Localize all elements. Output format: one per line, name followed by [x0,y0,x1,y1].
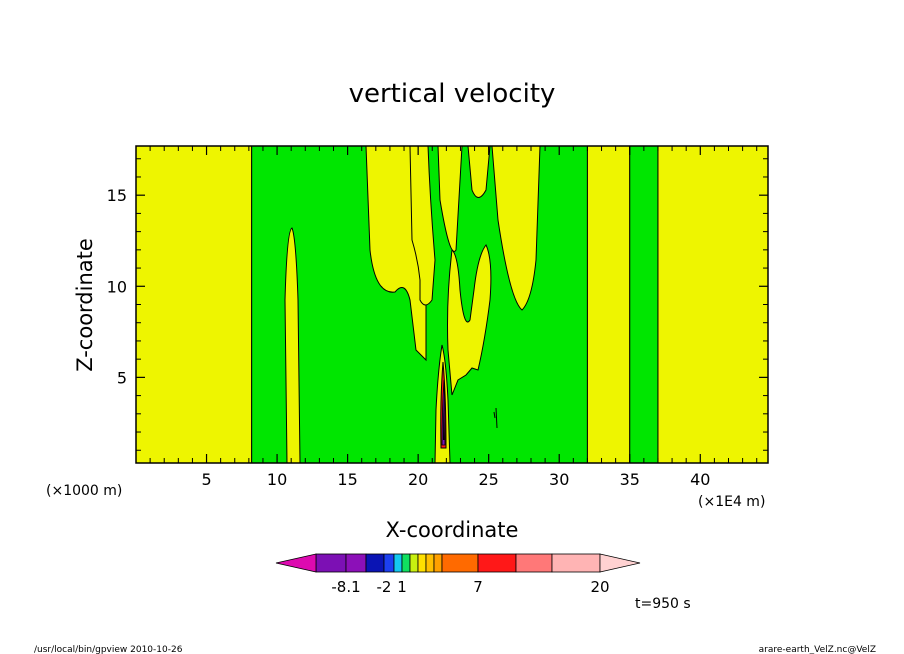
colorbar-swatch [433,553,443,573]
y-tick-label: 10 [107,277,127,296]
contour-feature [491,145,541,311]
colorbar-swatch [315,553,347,573]
contour-feature [467,145,491,198]
contour-feature [284,227,301,464]
x-axis-label: X-coordinate [386,518,519,542]
x-tick-label: 30 [549,470,569,489]
colorbar-swatch [401,553,411,573]
colorbar-swatch [365,553,385,573]
y-tick-label: 15 [107,186,127,205]
colorbar-swatch [383,553,395,573]
x-multiplier-label: (×1E4 m) [698,494,765,510]
colorbar-swatch [345,553,367,573]
colorbar: -8.1 -2 1 7 20 [275,553,641,596]
core-contour [493,407,498,429]
colorbar-tick-label: 7 [473,578,483,596]
contour-band [135,145,253,464]
colorbar-tick-label: -8.1 [331,578,360,596]
colorbar-swatch [441,553,479,573]
y-axis-label: Z-coordinate [73,238,97,372]
y-tick-label: 5 [117,368,127,387]
core-contour [443,395,445,440]
chart-title: vertical velocity [349,79,556,109]
contour-feature [447,244,492,396]
contour-feature [409,145,436,306]
y-multiplier-label: (×1000 m) [46,483,122,499]
x-tick-label: 5 [201,470,211,489]
contour-band [629,145,659,464]
footer-right: arare-earth_VelZ.nc@VelZ [759,645,876,654]
updraft-core [440,361,498,449]
colorbar-swatch [425,553,435,573]
colorbar-swatch [515,553,553,573]
colorbar-swatch [477,553,517,573]
colorbar-tick-label: 20 [590,578,609,596]
colorbar-tick-label: 1 [397,578,407,596]
colorbar-swatch [409,553,419,573]
contour-feature [437,145,463,252]
plot-area: 5 10 15 20 25 30 35 40 5 10 15 [107,145,769,489]
colorbar-swatch [417,553,427,573]
colorbar-swatch [393,553,403,573]
x-tick-label: 35 [620,470,640,489]
footer-left: /usr/local/bin/gpview 2010-10-26 [34,645,183,654]
colorbar-tick-label: -2 [377,578,392,596]
time-label: t=950 s [635,596,691,612]
axis-ticks: 5 10 15 20 25 30 35 40 5 10 15 [107,146,768,489]
x-tick-label: 25 [478,470,498,489]
x-tick-label: 20 [408,470,428,489]
contour-band [657,145,769,464]
contour-band [586,145,631,464]
x-tick-label: 15 [337,470,357,489]
colorbar-high-arrow [599,553,641,573]
contour-features [284,145,541,464]
colorbar-swatch [551,553,601,573]
colorbar-low-arrow [275,553,317,573]
x-tick-label: 40 [690,470,710,489]
x-tick-label: 10 [267,470,287,489]
